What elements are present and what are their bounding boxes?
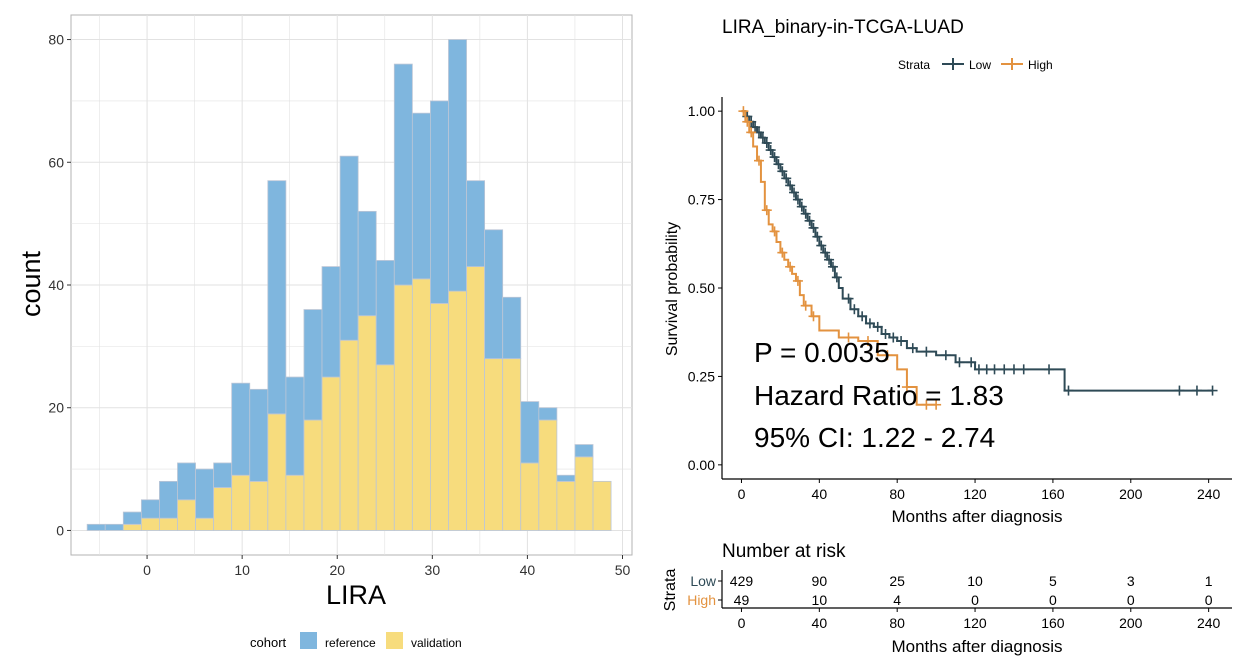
x-tick-label: 0 xyxy=(143,562,151,578)
bar-validation xyxy=(411,278,431,531)
legend-label-reference: reference xyxy=(325,636,376,650)
bar-validation xyxy=(122,523,142,531)
legend-key-validation xyxy=(386,632,403,649)
bar-validation xyxy=(177,499,196,531)
bar-reference xyxy=(321,266,341,378)
bar-reference xyxy=(213,462,233,488)
bar-reference xyxy=(249,388,269,482)
bar-reference xyxy=(375,260,395,366)
bar-validation xyxy=(339,339,359,531)
bar-reference xyxy=(231,382,251,476)
x-tick-label: 10 xyxy=(234,562,250,578)
bar-validation xyxy=(140,517,160,531)
y-tick-label: 40 xyxy=(48,277,64,293)
bar-validation xyxy=(393,284,413,531)
legend-label-validation: validation xyxy=(411,636,462,650)
y-tick-label: 0 xyxy=(56,522,64,538)
x-tick-label: 50 xyxy=(615,562,631,578)
bar-reference xyxy=(430,100,449,304)
bar-validation xyxy=(267,413,287,531)
bar-validation xyxy=(592,480,612,531)
bar-reference xyxy=(159,480,178,519)
bar-reference xyxy=(339,155,359,341)
legend-title: cohort xyxy=(250,635,287,650)
bar-validation xyxy=(448,290,467,531)
histogram-legend: cohort reference validation xyxy=(250,632,462,650)
bar-validation xyxy=(159,517,178,531)
y-tick-label: 80 xyxy=(48,32,64,48)
bar-validation xyxy=(357,315,377,531)
bar-reference xyxy=(411,112,431,280)
bar-reference xyxy=(466,180,486,267)
bar-validation xyxy=(520,462,540,531)
bar-reference xyxy=(285,376,305,476)
y-tick-label: 60 xyxy=(48,154,64,170)
histogram-x-axis-label: LIRA xyxy=(326,580,386,610)
bar-validation xyxy=(430,303,449,531)
bar-validation xyxy=(321,376,341,531)
bar-reference xyxy=(122,511,142,525)
bar-validation xyxy=(249,480,269,531)
bar-validation xyxy=(285,474,305,531)
bar-reference xyxy=(104,523,124,531)
bar-reference xyxy=(303,309,323,421)
histogram-x-ticks: 0 10 20 30 40 50 xyxy=(143,555,630,578)
y-tick-label: 20 xyxy=(48,400,64,416)
bar-validation xyxy=(375,364,395,531)
bar-reference xyxy=(502,296,522,360)
bar-reference xyxy=(195,468,215,519)
bar-reference xyxy=(448,39,467,292)
bar-validation xyxy=(303,419,323,531)
bar-validation xyxy=(484,358,504,531)
bar-validation xyxy=(502,358,522,531)
bar-reference xyxy=(86,523,106,531)
histogram-y-ticks: 0 20 40 60 80 xyxy=(48,32,71,538)
bar-reference xyxy=(538,407,558,421)
histogram-y-axis-label: count xyxy=(16,250,46,317)
bar-validation xyxy=(231,474,251,531)
bar-reference xyxy=(357,210,377,317)
histogram-bars xyxy=(86,39,612,531)
bar-reference xyxy=(140,499,160,519)
legend-key-reference xyxy=(300,632,317,649)
x-tick-label: 40 xyxy=(520,562,536,578)
x-tick-label: 20 xyxy=(329,562,345,578)
bar-validation xyxy=(213,487,233,531)
bar-reference xyxy=(177,462,196,501)
bar-reference xyxy=(520,401,540,464)
bar-reference xyxy=(393,63,413,286)
bar-validation xyxy=(466,266,486,531)
bar-reference xyxy=(267,180,287,415)
bar-validation xyxy=(556,480,576,531)
bar-validation xyxy=(574,456,594,531)
bar-reference xyxy=(484,229,504,360)
bar-validation xyxy=(538,419,558,531)
bar-reference xyxy=(556,474,576,482)
x-tick-label: 30 xyxy=(425,562,441,578)
bar-validation xyxy=(195,517,215,531)
bar-reference xyxy=(574,444,594,458)
